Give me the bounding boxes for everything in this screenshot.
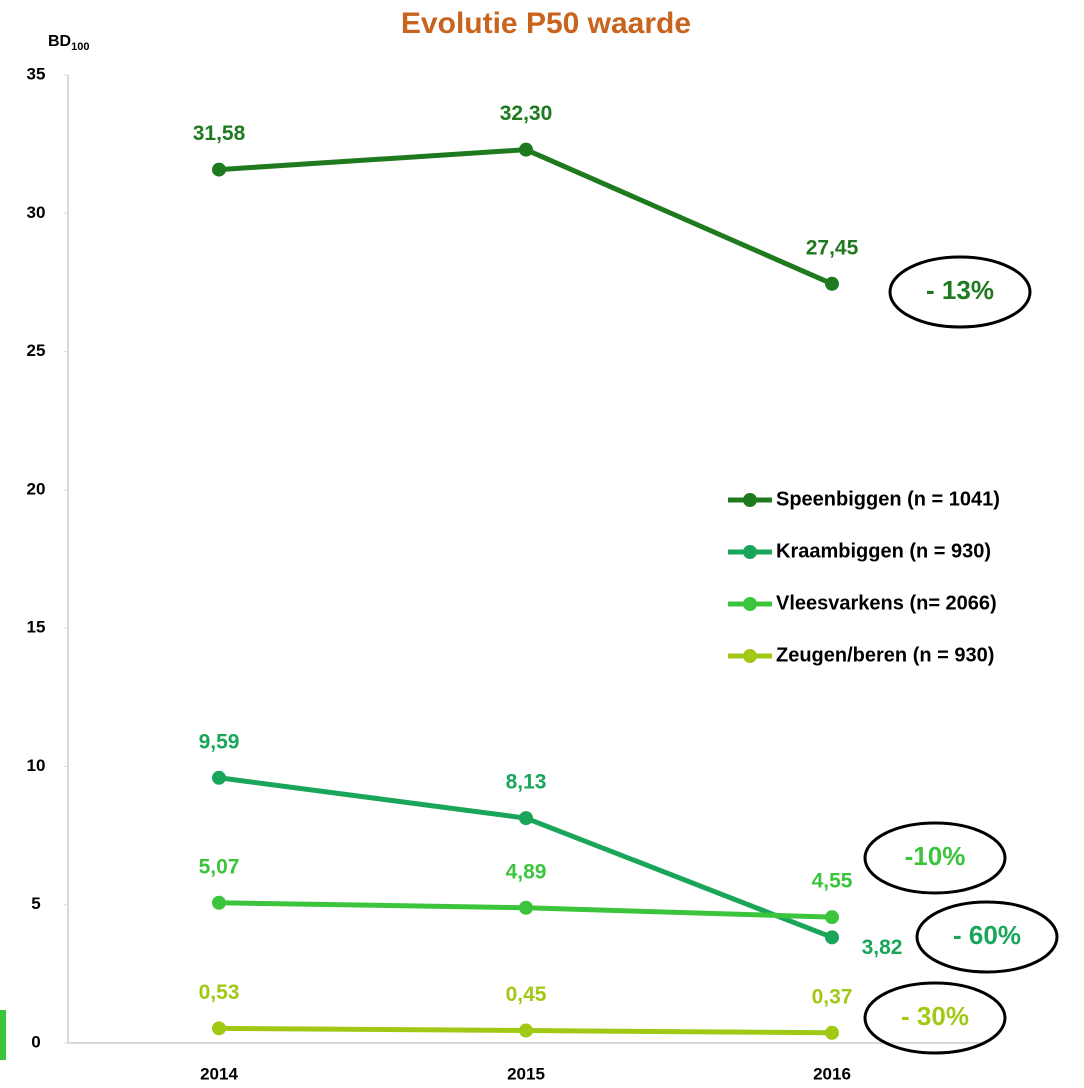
- y-axis-label: BD100: [48, 33, 89, 53]
- annotation: - 60%: [953, 920, 1021, 950]
- data-label: 31,58: [193, 122, 246, 145]
- chart-title: Evolutie P50 waarde: [401, 7, 691, 40]
- data-point: [519, 1023, 533, 1038]
- y-tick-label: 5: [31, 894, 40, 913]
- annotation-ellipse: [915, 900, 1059, 974]
- data-point: [825, 930, 839, 945]
- data-point: [212, 1021, 226, 1036]
- annotation: -10%: [905, 841, 966, 871]
- decoration-bar: [0, 1010, 6, 1060]
- data-label: 4,55: [812, 870, 853, 893]
- series-line: [218, 147, 834, 287]
- legend-marker: [743, 649, 757, 663]
- data-point: [825, 276, 839, 291]
- data-point: [212, 895, 226, 910]
- legend-label: Kraambiggen (n = 930): [776, 540, 991, 562]
- data-point: [212, 770, 226, 785]
- y-tick-label: 15: [27, 618, 46, 637]
- y-tick-label: 0: [31, 1032, 40, 1051]
- data-label: 5,07: [199, 855, 240, 878]
- data-label: 3,82: [862, 936, 903, 959]
- x-tick-label: 2015: [507, 1064, 545, 1083]
- data-point: [825, 1025, 839, 1040]
- y-tick-label: 25: [27, 341, 46, 360]
- data-label: 9,59: [199, 730, 240, 753]
- legend-marker: [743, 545, 757, 559]
- annotation-ellipse: [863, 981, 1007, 1055]
- legend-label: Zeugen/beren (n = 930): [776, 644, 994, 666]
- data-point: [519, 811, 533, 826]
- y-axis-label-main: BD: [48, 33, 71, 50]
- legend-label: Speenbiggen (n = 1041): [776, 488, 1000, 510]
- data-label: 4,89: [506, 860, 547, 883]
- legend-marker: [743, 597, 757, 611]
- x-tick-label: 2014: [200, 1064, 238, 1083]
- data-point: [212, 162, 226, 177]
- y-axis-label-sub: 100: [71, 41, 89, 53]
- data-point: [519, 142, 533, 157]
- data-label: 0,37: [812, 985, 853, 1008]
- annotation-ellipse: [863, 821, 1007, 895]
- y-tick-label: 10: [27, 756, 46, 775]
- data-label: 0,45: [506, 983, 547, 1006]
- legend-label: Vleesvarkens (n= 2066): [776, 592, 997, 614]
- annotation: - 30%: [901, 1001, 969, 1031]
- y-tick-label: 20: [27, 479, 46, 498]
- y-tick-label: 30: [27, 203, 46, 222]
- y-tick-label: 35: [27, 64, 46, 83]
- x-tick-label: 2016: [813, 1064, 851, 1083]
- data-label: 0,53: [199, 981, 240, 1004]
- data-point: [825, 910, 839, 925]
- legend-marker: [743, 493, 757, 507]
- annotation: - 13%: [926, 275, 994, 305]
- data-label: 8,13: [506, 771, 547, 794]
- data-point: [519, 900, 533, 915]
- data-label: 27,45: [806, 236, 859, 259]
- data-label: 32,30: [500, 102, 553, 125]
- annotation-ellipse: [888, 255, 1032, 329]
